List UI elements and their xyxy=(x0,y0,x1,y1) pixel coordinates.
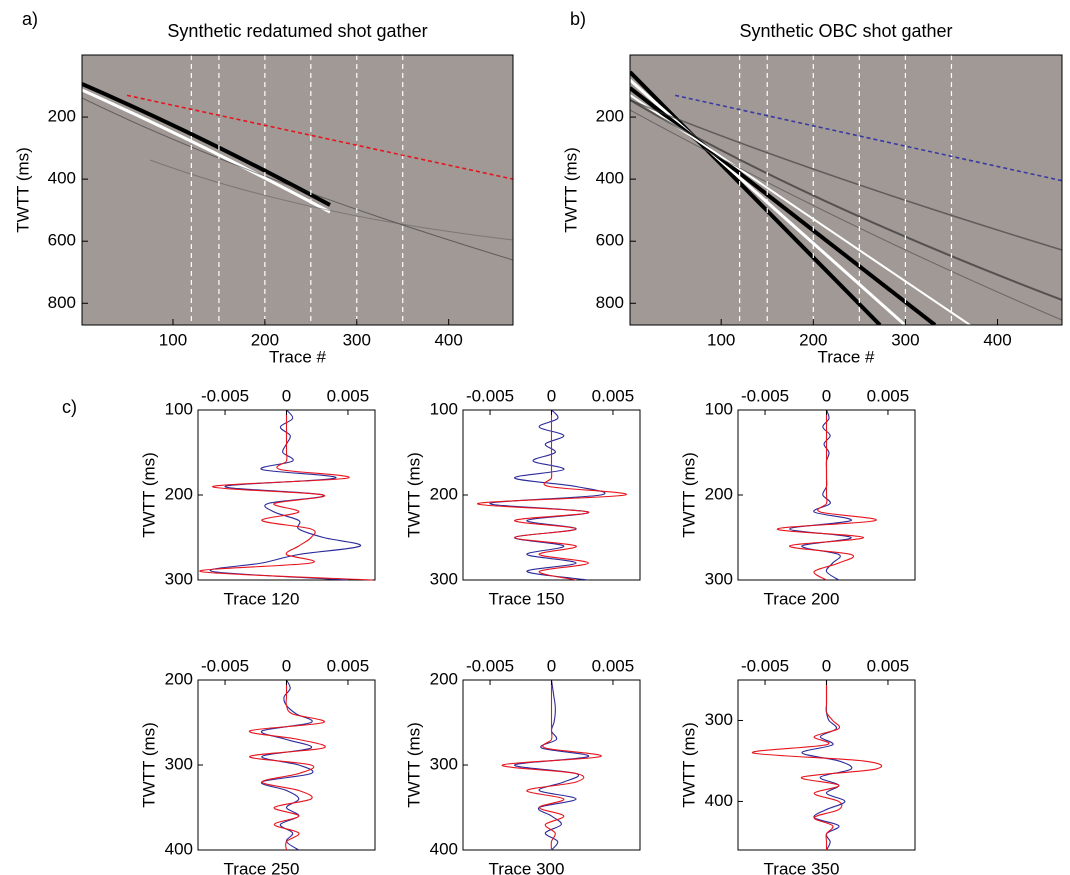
seismic-event xyxy=(630,86,937,325)
y-tick-label: 400 xyxy=(705,791,733,810)
wiggle-trace xyxy=(199,409,373,581)
wiggle-trace xyxy=(249,679,326,851)
x-tick-label: 0.005 xyxy=(592,656,635,675)
x-tick-label: 0 xyxy=(282,656,291,675)
x-tick-label: 400 xyxy=(983,330,1011,349)
x-tick-label: 0.005 xyxy=(867,656,910,675)
seismic-event xyxy=(82,82,331,207)
x-tick-label: 0 xyxy=(822,386,831,405)
picked-arrival xyxy=(674,94,1063,182)
y-tick-label: 400 xyxy=(430,839,458,858)
wiggle-trace xyxy=(752,680,883,850)
chart-title: Synthetic redatumed shot gather xyxy=(167,21,427,41)
x-tick-label: 0.005 xyxy=(327,386,370,405)
chart-title: Trace 250 xyxy=(224,859,300,875)
wiggle-trace xyxy=(477,410,627,581)
panel-label: a) xyxy=(22,9,38,29)
y-tick-label: 200 xyxy=(705,484,733,503)
image-background xyxy=(630,55,1062,325)
x-tick-label: -0.005 xyxy=(201,386,249,405)
seismic-event xyxy=(630,99,1062,301)
picked-arrival xyxy=(126,94,514,180)
y-tick-label: 400 xyxy=(596,169,624,188)
y-tick-label: 300 xyxy=(430,569,458,588)
y-tick-label: 800 xyxy=(48,293,76,312)
y-tick-label: 200 xyxy=(430,669,458,688)
wiggle-trace xyxy=(776,410,877,581)
x-tick-label: 300 xyxy=(891,330,919,349)
panel-label: b) xyxy=(570,9,586,29)
y-tick-label: 400 xyxy=(165,839,193,858)
seismic-event xyxy=(82,88,331,214)
x-tick-label: -0.005 xyxy=(466,656,514,675)
seismic-event xyxy=(630,99,1062,251)
x-tick-label: 300 xyxy=(343,330,371,349)
x-tick-label: 0.005 xyxy=(867,386,910,405)
y-tick-label: 800 xyxy=(596,293,624,312)
y-tick-label: 600 xyxy=(596,231,624,250)
seismic-event xyxy=(630,70,882,325)
chart-title: Trace 350 xyxy=(764,859,840,875)
y-axis-label: TWTT (ms) xyxy=(679,722,698,808)
y-tick-label: 300 xyxy=(165,754,193,773)
y-tick-label: 400 xyxy=(48,169,76,188)
y-axis-label: TWTT (ms) xyxy=(139,722,158,808)
x-tick-label: 0 xyxy=(822,656,831,675)
x-tick-label: 100 xyxy=(159,330,187,349)
image-background xyxy=(82,55,513,325)
y-tick-label: 200 xyxy=(48,107,76,126)
chart-title: Trace 150 xyxy=(489,589,565,608)
wiggle-trace xyxy=(489,409,606,581)
x-tick-label: -0.005 xyxy=(201,656,249,675)
x-tick-label: 0 xyxy=(282,386,291,405)
chart-title: Trace 120 xyxy=(224,589,300,608)
plot-frame xyxy=(629,54,1063,326)
seismic-event xyxy=(630,109,1062,321)
y-tick-label: 200 xyxy=(430,484,458,503)
x-tick-label: -0.005 xyxy=(466,386,514,405)
x-axis-label: Trace # xyxy=(817,347,875,366)
y-tick-label: 100 xyxy=(165,399,193,418)
x-tick-label: 0.005 xyxy=(592,386,635,405)
panel-label: c) xyxy=(62,397,77,417)
x-tick-label: 0.005 xyxy=(327,656,370,675)
y-tick-label: 600 xyxy=(48,231,76,250)
x-tick-label: 200 xyxy=(799,330,827,349)
y-tick-label: 200 xyxy=(596,107,624,126)
y-tick-label: 200 xyxy=(165,669,193,688)
x-tick-label: 400 xyxy=(434,330,462,349)
y-tick-label: 200 xyxy=(165,484,193,503)
x-tick-label: -0.005 xyxy=(741,386,789,405)
chart-title: Synthetic OBC shot gather xyxy=(739,21,952,41)
y-axis-label: TWTT (ms) xyxy=(679,452,698,538)
x-tick-label: 200 xyxy=(251,330,279,349)
y-axis-label: TWTT (ms) xyxy=(139,452,158,538)
chart-title: Trace 300 xyxy=(489,859,565,875)
y-axis-label: TWTT (ms) xyxy=(404,722,423,808)
x-tick-label: 0 xyxy=(547,386,556,405)
x-axis-label: Trace # xyxy=(269,347,327,366)
y-axis-label: TWTT (ms) xyxy=(561,147,580,233)
wiggle-trace xyxy=(514,679,589,851)
x-tick-label: 100 xyxy=(707,330,735,349)
y-tick-label: 300 xyxy=(705,569,733,588)
wiggle-trace xyxy=(260,679,314,851)
y-tick-label: 300 xyxy=(430,754,458,773)
y-tick-label: 300 xyxy=(705,710,733,729)
y-tick-label: 100 xyxy=(705,399,733,418)
x-tick-label: -0.005 xyxy=(741,656,789,675)
plot-frame xyxy=(81,54,514,326)
seismic-event xyxy=(82,97,513,261)
seismic-event xyxy=(630,94,971,325)
y-tick-label: 100 xyxy=(430,399,458,418)
y-tick-label: 300 xyxy=(165,569,193,588)
y-axis-label: TWTT (ms) xyxy=(13,147,32,233)
wiggle-trace xyxy=(501,680,602,851)
y-axis-label: TWTT (ms) xyxy=(404,452,423,538)
chart-title: Trace 200 xyxy=(764,589,840,608)
x-tick-label: 0 xyxy=(547,656,556,675)
